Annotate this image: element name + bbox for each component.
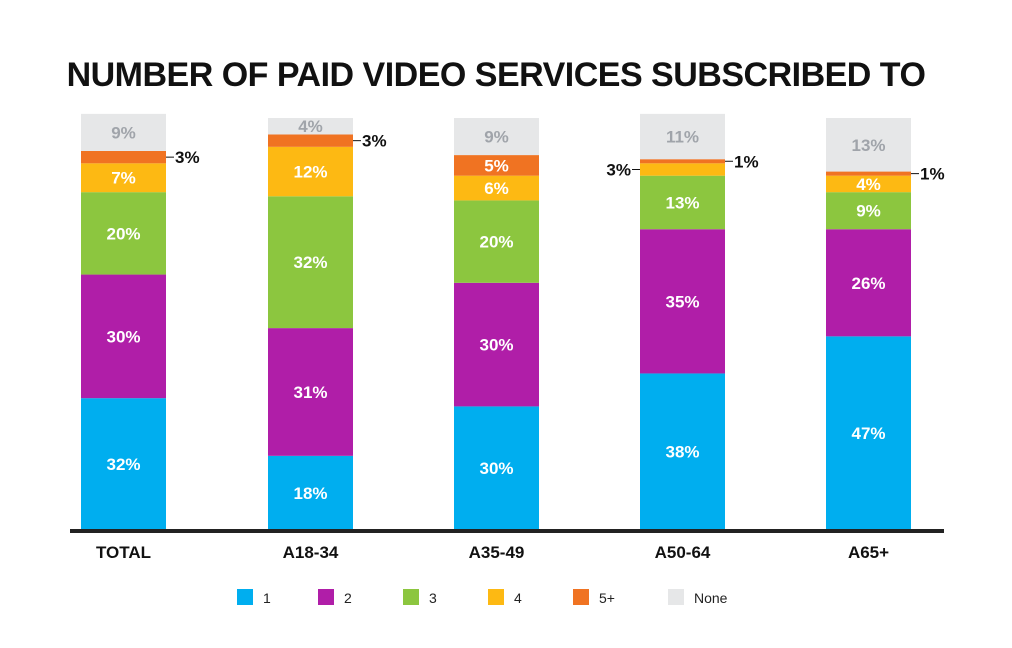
bar-segment-a65-4 [826,175,911,193]
category-labels: TOTAL A18-34 A35-49 A50-64 A65+ [96,543,889,562]
data-label: 26% [851,274,885,293]
data-label: 9% [484,128,509,147]
bar-segment-a3549-2 [454,282,539,407]
legend-swatch [573,589,589,605]
bar-segment-a3549-4 [454,175,539,201]
bar-segment-total-5 [81,150,166,164]
bar-segment-a5064-3 [640,175,725,230]
legend-swatch [318,589,334,605]
data-label: 6% [484,179,509,198]
bar-segment-a65-none [826,118,911,172]
bar-segment-total-2 [81,274,166,399]
data-label: 38% [665,443,699,462]
data-label: 30% [106,327,140,346]
bar-segment-a1834-3 [268,196,353,329]
chart-title: NUMBER OF PAID VIDEO SERVICES SUBSCRIBED… [67,56,926,94]
category-label: A35-49 [469,543,525,562]
data-label: 9% [111,123,136,142]
data-label: 4% [298,117,323,136]
data-label: 9% [856,202,881,221]
data-label: 20% [479,233,513,252]
data-label: 18% [293,484,327,503]
legend: 1 2 3 4 5+ None [237,589,728,606]
category-label: A50-64 [655,543,711,562]
legend-label: 1 [263,590,271,606]
data-label: 32% [293,253,327,272]
data-label: 30% [479,459,513,478]
bar-segment-a5064-2 [640,229,725,374]
bar-segment-total-none [81,113,166,151]
data-label: 13% [851,136,885,155]
legend-swatch [488,589,504,605]
bar-segment-a1834-1 [268,455,353,530]
legend-swatch [668,589,684,605]
bar-segment-a3549-3 [454,200,539,283]
bar-segment-a1834-2 [268,328,353,456]
category-label: TOTAL [96,543,151,562]
data-label: 4% [856,175,881,194]
data-label: 7% [111,169,136,188]
bar-segment-a3549-1 [454,406,539,530]
data-label: 31% [293,383,327,402]
data-label: 12% [293,163,327,182]
legend-label: None [694,590,728,606]
data-label: 3% [362,132,387,151]
legend-swatch [237,589,253,605]
data-label: 3% [175,148,200,167]
bar-segment-a5064-5 [640,159,725,164]
data-label: 1% [920,165,945,184]
data-label: 5% [484,156,509,175]
bars-group: 32% 30% 20% 7% 9% 3% 18% 31% 32% 12% 4% 3% 30% 30% 20%… [81,113,945,530]
legend-label: 3 [429,590,437,606]
legend-label: 5+ [599,590,615,606]
data-label: 20% [106,224,140,243]
bar-segment-a3549-none [454,118,539,156]
bar-segment-a1834-5 [268,134,353,147]
bar-segment-total-1 [81,398,166,530]
bar-segment-a3549-5 [454,155,539,176]
bar-segment-a1834-none [268,118,353,135]
data-label: 47% [851,424,885,443]
bar-segment-a1834-4 [268,146,353,197]
data-label: 35% [665,292,699,311]
bar-segment-a65-3 [826,192,911,230]
category-label: A65+ [848,543,889,562]
bar-segment-total-4 [81,163,166,193]
bar-segment-a65-5 [826,171,911,176]
category-label: A18-34 [283,543,339,562]
legend-label: 2 [344,590,352,606]
data-label: 1% [734,152,759,171]
data-label: 13% [665,193,699,212]
bar-segment-a65-2 [826,229,911,337]
bar-segment-a5064-none [640,113,725,160]
data-label: 11% [666,128,699,147]
data-label: 32% [106,455,140,474]
bar-segment-a5064-1 [640,373,725,530]
legend-swatch [403,589,419,605]
data-label: 3% [606,161,631,180]
legend-label: 4 [514,590,522,606]
bar-segment-total-3 [81,192,166,275]
bar-segment-a5064-4 [640,163,725,176]
bar-segment-a65-1 [826,336,911,530]
data-label: 30% [479,336,513,355]
